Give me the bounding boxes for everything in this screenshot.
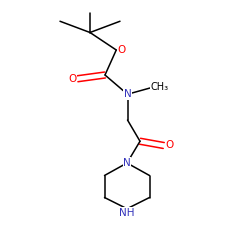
Text: N: N — [124, 89, 132, 99]
Text: NH: NH — [119, 208, 135, 218]
Text: O: O — [165, 140, 173, 150]
Text: O: O — [118, 45, 126, 55]
Text: N: N — [123, 158, 131, 168]
Text: CH₃: CH₃ — [150, 82, 168, 92]
Text: O: O — [68, 74, 76, 84]
